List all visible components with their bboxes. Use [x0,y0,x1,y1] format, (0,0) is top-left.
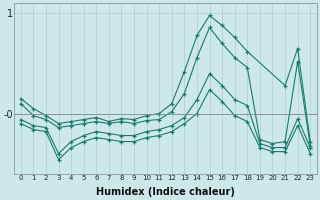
X-axis label: Humidex (Indice chaleur): Humidex (Indice chaleur) [96,187,235,197]
